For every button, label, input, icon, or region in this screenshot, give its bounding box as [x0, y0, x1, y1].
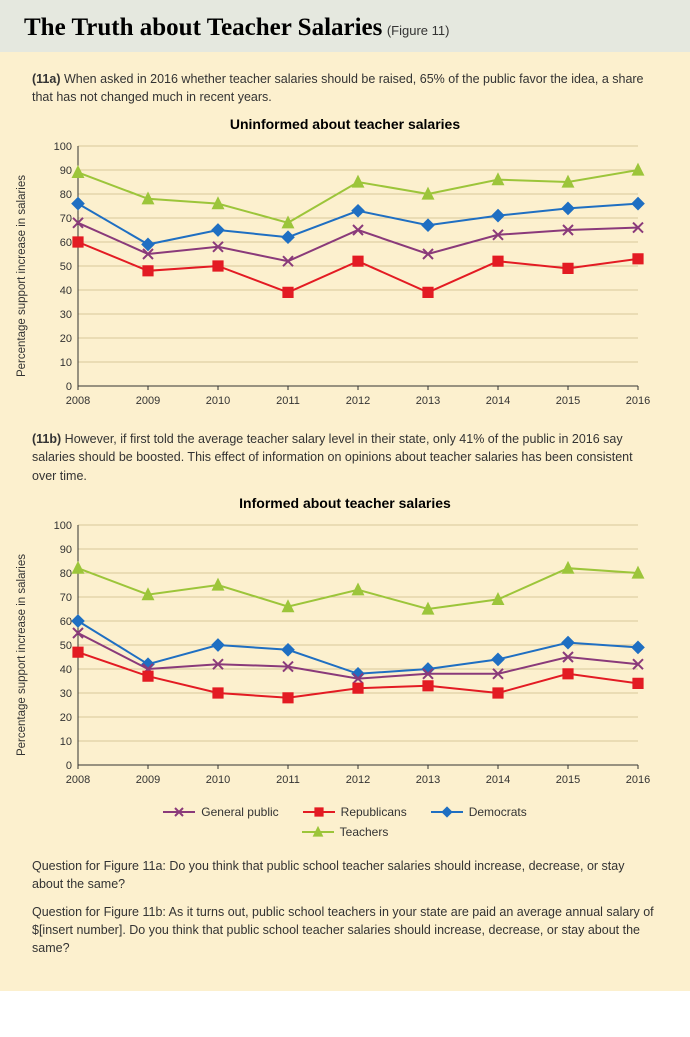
caption-11a: (11a) When asked in 2016 whether teacher…	[0, 70, 690, 106]
svg-text:2014: 2014	[486, 395, 510, 407]
svg-text:2009: 2009	[136, 395, 160, 407]
svg-text:80: 80	[60, 189, 72, 201]
svg-text:90: 90	[60, 544, 72, 556]
questions: Question for Figure 11a: Do you think th…	[0, 857, 690, 958]
svg-text:60: 60	[60, 616, 72, 628]
svg-text:40: 40	[60, 664, 72, 676]
svg-text:90: 90	[60, 165, 72, 177]
svg-text:2013: 2013	[416, 774, 440, 786]
chart-b-wrap: Percentage support increase in salaries …	[0, 515, 690, 795]
legend-item-general_public: General public	[163, 805, 278, 819]
svg-text:50: 50	[60, 261, 72, 273]
svg-text:2013: 2013	[416, 395, 440, 407]
chart-a: 0 10 20 30 40 50 60 70 80 90 100 2008 2009 2010 2011 20…	[30, 136, 650, 416]
svg-text:30: 30	[60, 309, 72, 321]
svg-text:30: 30	[60, 688, 72, 700]
svg-text:20: 20	[60, 712, 72, 724]
legend: General public Republicans Democrats Teache…	[135, 805, 555, 839]
svg-text:2009: 2009	[136, 774, 160, 786]
svg-text:60: 60	[60, 237, 72, 249]
chart-a-ylabel: Percentage support increase in salaries	[16, 175, 28, 377]
legend-label: Democrats	[469, 805, 527, 819]
svg-text:50: 50	[60, 640, 72, 652]
svg-text:2016: 2016	[626, 774, 650, 786]
svg-text:70: 70	[60, 213, 72, 225]
page-title: The Truth about Teacher Salaries	[24, 14, 382, 41]
question-11a: Question for Figure 11a: Do you think th…	[32, 857, 658, 893]
svg-text:2011: 2011	[276, 395, 300, 407]
legend-item-republicans: Republicans	[303, 805, 407, 819]
chart-a-title: Uninformed about teacher salaries	[0, 116, 690, 132]
caption-11b-text: However, if first told the average teach…	[32, 432, 633, 482]
content-panel: (11a) When asked in 2016 whether teacher…	[0, 52, 690, 991]
caption-11b-tag: (11b)	[32, 432, 61, 446]
svg-text:0: 0	[66, 381, 72, 393]
svg-text:10: 10	[60, 736, 72, 748]
svg-text:20: 20	[60, 333, 72, 345]
header-bar: The Truth about Teacher Salaries (Figure…	[0, 0, 690, 52]
svg-text:2010: 2010	[206, 395, 230, 407]
svg-text:10: 10	[60, 357, 72, 369]
chart-b: 0 10 20 30 40 50 60 70 80 90 100 2008 2009 2010 2011 20…	[30, 515, 650, 795]
svg-text:2015: 2015	[556, 774, 580, 786]
svg-text:100: 100	[54, 141, 72, 153]
legend-label: Republicans	[341, 805, 407, 819]
chart-b-title: Informed about teacher salaries	[0, 495, 690, 511]
legend-label: Teachers	[340, 825, 389, 839]
svg-text:80: 80	[60, 568, 72, 580]
chart-b-ylabel: Percentage support increase in salaries	[16, 554, 28, 756]
legend-item-teachers: Teachers	[302, 825, 389, 839]
caption-11a-tag: (11a)	[32, 72, 61, 86]
svg-text:2012: 2012	[346, 774, 370, 786]
svg-text:2008: 2008	[66, 395, 90, 407]
svg-text:2012: 2012	[346, 395, 370, 407]
legend-label: General public	[201, 805, 278, 819]
caption-11a-text: When asked in 2016 whether teacher salar…	[32, 72, 644, 104]
svg-text:2015: 2015	[556, 395, 580, 407]
svg-text:2014: 2014	[486, 774, 510, 786]
svg-text:2010: 2010	[206, 774, 230, 786]
svg-text:0: 0	[66, 760, 72, 772]
svg-text:2008: 2008	[66, 774, 90, 786]
figure-label: (Figure 11)	[387, 23, 450, 38]
svg-text:100: 100	[54, 520, 72, 532]
question-11b: Question for Figure 11b: As it turns out…	[32, 903, 658, 957]
svg-text:2011: 2011	[276, 774, 300, 786]
caption-11b: (11b) However, if first told the average…	[0, 430, 690, 484]
svg-text:70: 70	[60, 592, 72, 604]
svg-text:40: 40	[60, 285, 72, 297]
svg-text:2016: 2016	[626, 395, 650, 407]
chart-a-wrap: Percentage support increase in salaries …	[0, 136, 690, 416]
legend-item-democrats: Democrats	[431, 805, 527, 819]
